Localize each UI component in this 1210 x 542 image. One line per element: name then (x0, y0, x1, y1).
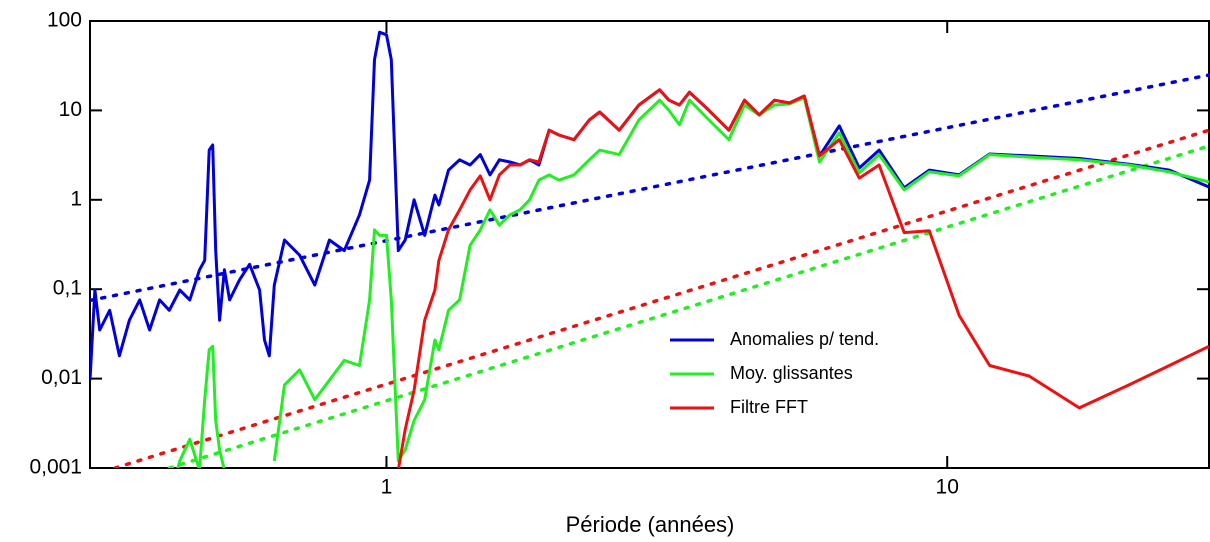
series-line (90, 30, 1210, 381)
legend-label: Filtre FFT (730, 397, 808, 417)
y-tick-label: 0,01 (41, 366, 82, 389)
y-tick-label: 0,001 (29, 456, 82, 479)
legend-label: Anomalies p/ tend. (730, 329, 879, 349)
x-tick-label: 10 (936, 476, 959, 499)
y-tick-label: 100 (47, 9, 82, 32)
x-tick-label: 1 (381, 476, 393, 499)
legend-label: Moy. glissantes (730, 363, 853, 383)
series-line (176, 96, 1210, 468)
series-line (397, 88, 1210, 468)
fit-line (167, 144, 1210, 468)
y-tick-label: 1 (70, 187, 82, 210)
plot-area (90, 30, 1210, 468)
y-tick-label: 10 (59, 98, 82, 121)
y-tick-label: 0,1 (53, 277, 82, 300)
plot-frame (89, 20, 1210, 469)
x-axis-label: Période (années) (566, 512, 735, 537)
fit-line (113, 128, 1210, 468)
fit-line (90, 73, 1210, 303)
